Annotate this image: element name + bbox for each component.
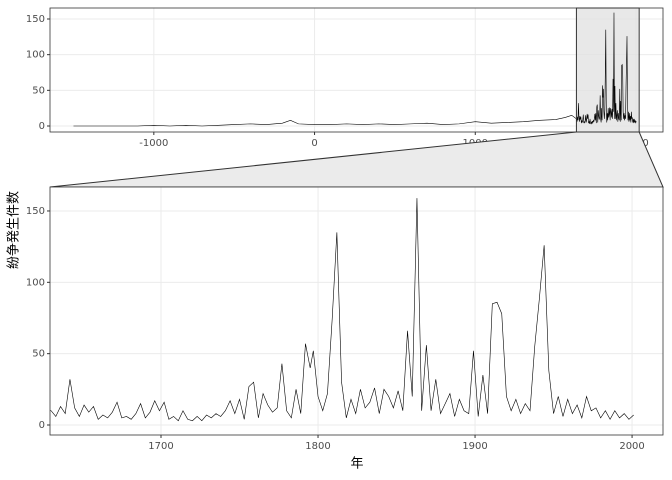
- x-axis-title: 年: [350, 457, 363, 472]
- x-tick-label: 1800: [305, 441, 330, 452]
- y-tick-label: 0: [39, 420, 45, 431]
- x-tick-label: 1900: [462, 441, 487, 452]
- panel-border: [49, 186, 664, 436]
- y-tick-label: 100: [26, 277, 45, 288]
- y-axis-title: 紛争発生件数: [7, 191, 22, 269]
- y-tick-label: 50: [32, 349, 45, 360]
- y-tick-label: 100: [26, 50, 45, 61]
- x-tick-label: -1000: [139, 138, 168, 149]
- x-tick-label: 2000: [619, 441, 644, 452]
- x-tick-label: 1700: [148, 441, 173, 452]
- x-tick-label: 0: [311, 138, 317, 149]
- y-tick-label: 0: [39, 121, 45, 132]
- panel-background: [50, 187, 663, 435]
- panel-background: [50, 8, 663, 132]
- overview-line: [73, 12, 637, 127]
- y-tick-label: 150: [26, 14, 45, 25]
- panel-border: [49, 7, 664, 133]
- y-tick-label: 50: [32, 85, 45, 96]
- zoom-line: [50, 198, 634, 422]
- y-tick-label: 150: [26, 206, 45, 217]
